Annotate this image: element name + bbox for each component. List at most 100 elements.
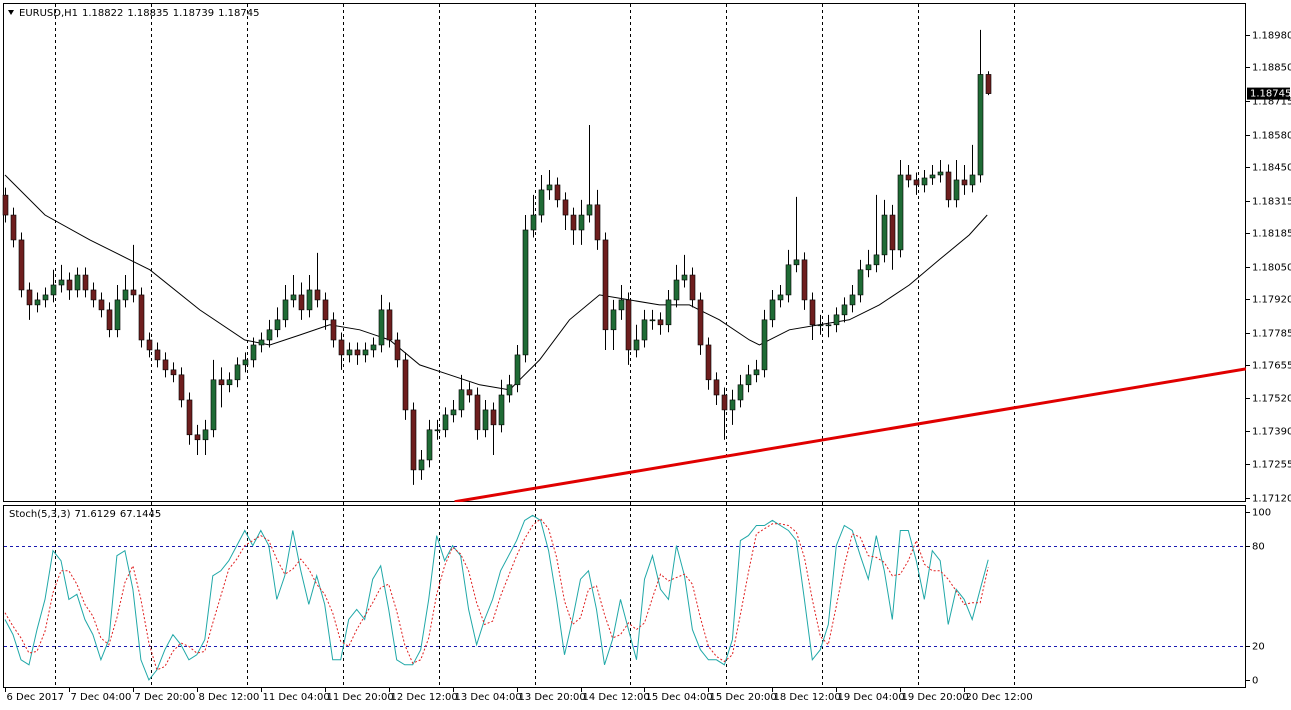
- candle-body: [801, 259, 808, 301]
- stoch-panel: [3, 505, 1246, 688]
- candle-body: [250, 344, 257, 361]
- candle-body: [170, 369, 177, 376]
- menu-arrow[interactable]: [8, 10, 14, 15]
- candle-body: [689, 274, 696, 301]
- y-tick-label: 80: [1252, 542, 1265, 553]
- candle-body: [514, 354, 521, 386]
- price-label-box: [1247, 87, 1290, 100]
- candle-body: [841, 304, 848, 316]
- candle-body: [370, 344, 377, 351]
- candle-body: [737, 384, 744, 401]
- candle-body: [570, 214, 577, 231]
- candle-body: [450, 409, 457, 416]
- y-tick-label: 1.17255: [1252, 460, 1291, 471]
- candle-body: [602, 239, 609, 331]
- candle-body: [34, 299, 41, 306]
- candle-body: [825, 324, 832, 327]
- stoch-title: Stoch(5,3,3): [9, 509, 71, 520]
- candle-body: [10, 214, 17, 241]
- y-tick-label: 100: [1252, 508, 1271, 519]
- trendline: [454, 367, 1246, 502]
- candle-body: [154, 349, 161, 361]
- candle-body: [649, 319, 656, 322]
- candle-body: [26, 289, 33, 306]
- candle-body: [586, 204, 593, 216]
- candle-body: [338, 339, 345, 356]
- candle-body: [985, 74, 992, 94]
- y-tick-label: 1.18850: [1252, 63, 1291, 74]
- candle-body: [969, 174, 976, 186]
- symbol: EURUSD,H1: [19, 8, 78, 19]
- candle-body: [889, 214, 896, 251]
- candle-body: [234, 364, 241, 381]
- candle-body: [394, 339, 401, 361]
- candle-body: [546, 184, 553, 191]
- candle-body: [849, 294, 856, 306]
- candle-body: [857, 269, 864, 296]
- y-tick-label: 1.17655: [1252, 361, 1291, 372]
- candle-body: [977, 74, 984, 176]
- candle-body: [138, 294, 145, 341]
- candle-body: [114, 299, 121, 331]
- stoch-signal-last: 67.1445: [120, 509, 161, 520]
- y-tick-label: 1.17785: [1252, 329, 1291, 340]
- x-tick-label: 11 Dec 04:00: [263, 692, 330, 703]
- y-tick-label: 1.18315: [1252, 197, 1291, 208]
- x-tick-label: 13 Dec 04:00: [455, 692, 522, 703]
- candle-body: [290, 294, 297, 301]
- last-high: 1.18835: [127, 8, 168, 19]
- candle-body: [386, 309, 393, 341]
- candle-body: [657, 319, 664, 326]
- x-tick-label: 7 Dec 04:00: [71, 692, 132, 703]
- candle-body: [873, 254, 880, 266]
- candle-body: [418, 459, 425, 471]
- candle-body: [298, 294, 305, 311]
- candle-body: [146, 339, 153, 351]
- candle-body: [482, 409, 489, 431]
- candle-body: [378, 309, 385, 346]
- main-panel: [3, 3, 1246, 502]
- candle-body: [498, 394, 505, 426]
- candle-body: [194, 434, 201, 441]
- candle-body: [785, 264, 792, 296]
- candle-body: [729, 399, 736, 411]
- candle-body: [106, 309, 113, 331]
- candle-body: [865, 264, 872, 271]
- candle-body: [817, 324, 824, 327]
- candle-body: [354, 349, 361, 356]
- candle-body: [130, 289, 137, 296]
- candle-body: [562, 199, 569, 216]
- candle-body: [202, 429, 209, 441]
- x-tick-label: 15 Dec 20:00: [710, 692, 777, 703]
- candle-body: [578, 214, 585, 231]
- candle-body: [18, 239, 25, 291]
- candle-body: [777, 294, 784, 301]
- x-tick-label: 12 Dec 12:00: [391, 692, 458, 703]
- candle-body: [897, 174, 904, 251]
- x-tick-label: 15 Dec 04:00: [646, 692, 713, 703]
- candle-body: [953, 179, 960, 201]
- y-tick-label: 1.18715: [1252, 97, 1291, 108]
- candle-body: [641, 319, 648, 341]
- candle-body: [681, 274, 688, 281]
- candle-body: [833, 314, 840, 326]
- candle-body: [466, 389, 473, 396]
- candle-body: [314, 289, 321, 301]
- candle-body: [554, 184, 561, 201]
- candle-body: [178, 374, 185, 401]
- candle-body: [705, 344, 712, 381]
- candle-body: [937, 171, 944, 176]
- candle-body: [210, 379, 217, 431]
- x-tick-label: 19 Dec 04:00: [838, 692, 905, 703]
- candle-body: [633, 339, 640, 351]
- candle-body: [713, 379, 720, 396]
- candle-body: [306, 289, 313, 311]
- candle-body: [961, 179, 968, 186]
- candle-body: [474, 394, 481, 431]
- y-tick-label: 0: [1252, 676, 1258, 687]
- candle-body: [98, 299, 105, 311]
- candle-body: [809, 299, 816, 326]
- y-tick-label: 1.17520: [1252, 394, 1291, 405]
